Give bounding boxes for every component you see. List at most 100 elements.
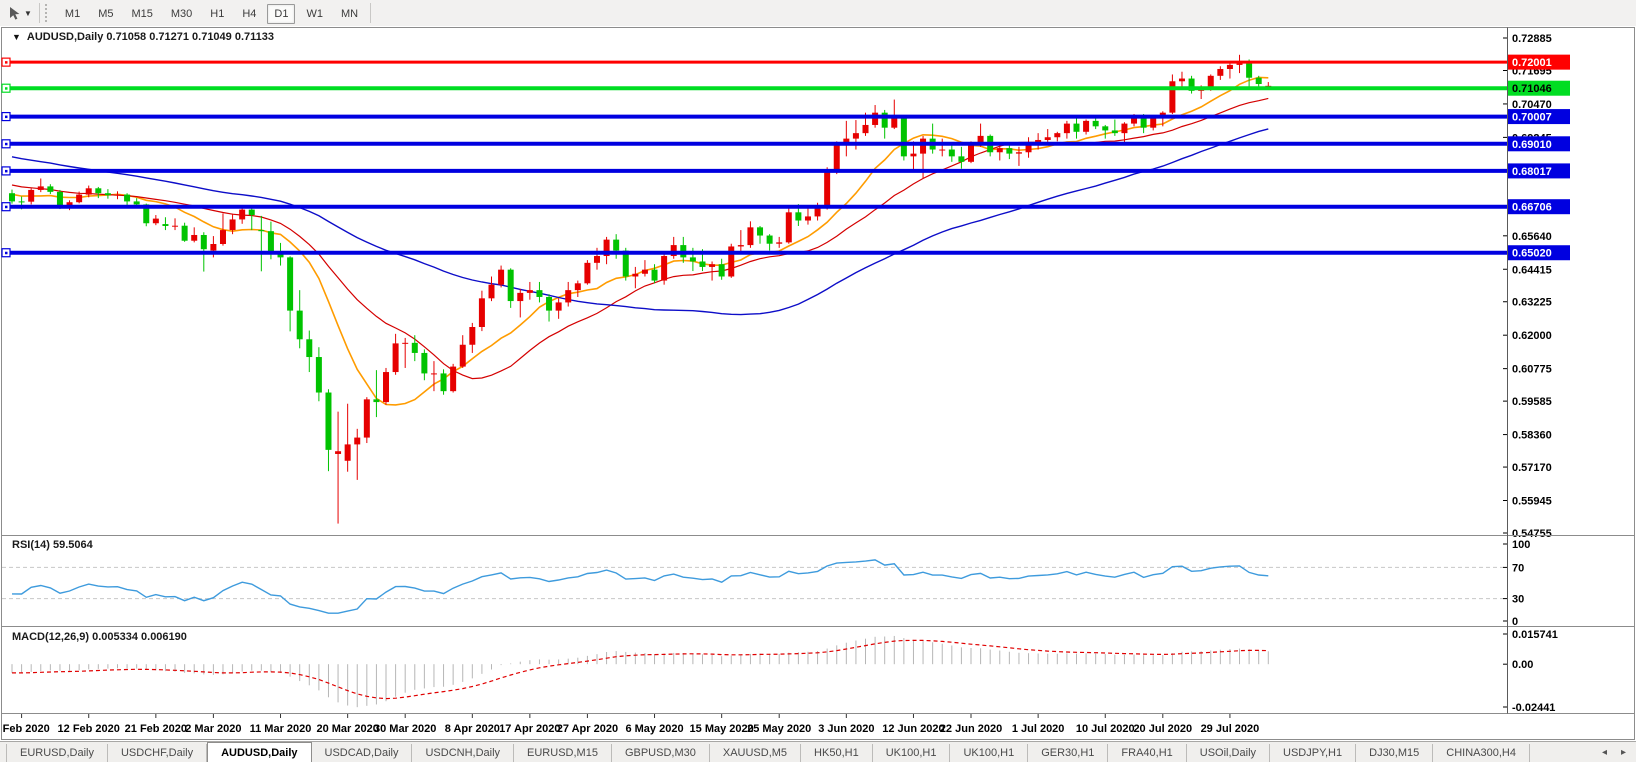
hline-0.71046[interactable]: 0.71046 xyxy=(1,80,1570,96)
svg-text:0: 0 xyxy=(1512,616,1518,628)
svg-text:0.57170: 0.57170 xyxy=(1512,462,1552,474)
chart-tab-15[interactable]: DJ30,M15 xyxy=(1356,744,1434,762)
svg-text:0.58360: 0.58360 xyxy=(1512,430,1552,442)
svg-text:0.65640: 0.65640 xyxy=(1512,231,1552,243)
rsi-axis: 100 70 30 0 xyxy=(1503,539,1530,628)
svg-text:30: 30 xyxy=(1512,594,1524,606)
chart-tab-14[interactable]: USDJPY,H1 xyxy=(1270,744,1357,762)
price-badge-0.70007 xyxy=(1508,109,1570,125)
chart-tab-16[interactable]: CHINA300,H4 xyxy=(1433,744,1530,762)
timeframe-button-M15[interactable]: M15 xyxy=(131,8,153,20)
svg-text:0.015741: 0.015741 xyxy=(1512,629,1558,641)
price-badge-0.66706 xyxy=(1508,199,1570,215)
chart-tab-4[interactable]: USDCNH,Daily xyxy=(412,744,515,762)
svg-text:0.00: 0.00 xyxy=(1512,659,1533,671)
svg-text:0.63225: 0.63225 xyxy=(1512,297,1552,309)
svg-text:0.64415: 0.64415 xyxy=(1512,264,1552,276)
svg-text:17 Apr 2020: 17 Apr 2020 xyxy=(499,723,560,735)
macd-indicator-label: MACD(12,26,9) 0.005334 0.006190 xyxy=(12,631,187,643)
svg-text:70: 70 xyxy=(1512,562,1524,574)
svg-text:30 Mar 2020: 30 Mar 2020 xyxy=(374,723,436,735)
rsi-line xyxy=(11,559,1269,614)
price-badge-0.72001 xyxy=(1508,54,1570,70)
hline-0.69010[interactable]: 0.69010 xyxy=(1,136,1570,152)
svg-text:6 May 2020: 6 May 2020 xyxy=(625,723,683,735)
rsi-pane xyxy=(2,559,1507,614)
svg-text:100: 100 xyxy=(1512,539,1530,551)
svg-text:0.55945: 0.55945 xyxy=(1512,496,1552,508)
svg-text:8 Apr 2020: 8 Apr 2020 xyxy=(445,723,500,735)
cursor-tool-dropdown-icon[interactable]: ▼ xyxy=(24,8,32,18)
timeframe-button-MN[interactable]: MN xyxy=(340,8,359,20)
chart-title-ohlc: 0.71058 0.71271 0.71049 0.71133 xyxy=(106,31,275,43)
chart-tab-2[interactable]: AUDUSD,Daily xyxy=(207,742,312,762)
svg-text:10 Jul 2020: 10 Jul 2020 xyxy=(1076,723,1135,735)
svg-text:0.54755: 0.54755 xyxy=(1512,528,1552,540)
chart-tab-7[interactable]: XAUUSD,M5 xyxy=(710,744,802,762)
svg-text:12 Feb 2020: 12 Feb 2020 xyxy=(58,723,120,735)
hline-0.72001[interactable]: 0.72001 xyxy=(1,54,1570,70)
svg-text:0.59585: 0.59585 xyxy=(1512,396,1552,408)
chart-tab-10[interactable]: UK100,H1 xyxy=(950,744,1029,762)
timeframe-button-H4[interactable]: H4 xyxy=(242,8,257,20)
svg-text:15 May 2020: 15 May 2020 xyxy=(690,723,754,735)
chart-tab-3[interactable]: USDCAD,Daily xyxy=(312,744,413,762)
svg-text:12 Jun 2020: 12 Jun 2020 xyxy=(882,723,944,735)
chart-tab-8[interactable]: HK50,H1 xyxy=(801,744,873,762)
timeframe-button-M30[interactable]: M30 xyxy=(170,8,193,20)
cursor-tool-icon[interactable] xyxy=(4,4,24,22)
tab-scrollers: ◂ ▸ xyxy=(1602,747,1626,758)
chart-tab-1[interactable]: USDCHF,Daily xyxy=(108,744,208,762)
tab-scroll-right-icon[interactable]: ▸ xyxy=(1620,747,1626,758)
svg-text:0.71046: 0.71046 xyxy=(1512,83,1552,95)
chart-tab-5[interactable]: EURUSD,M15 xyxy=(514,744,612,762)
chart-title: ▼ AUDUSD,Daily 0.71058 0.71271 0.71049 0.… xyxy=(12,31,274,43)
chart-tab-bar: EURUSD,Daily USDCHF,Daily AUDUSD,Daily USDC… xyxy=(0,741,1636,762)
svg-text:2 Mar 2020: 2 Mar 2020 xyxy=(185,723,241,735)
timeframe-button-H1[interactable]: H1 xyxy=(210,8,225,20)
chart-tab-9[interactable]: UK100,H1 xyxy=(873,744,951,762)
chart-tab-6[interactable]: GBPUSD,M30 xyxy=(612,744,710,762)
svg-text:0.70007: 0.70007 xyxy=(1512,112,1552,124)
svg-text:3 Feb 2020: 3 Feb 2020 xyxy=(0,723,50,735)
chart-tab-12[interactable]: FRA40,H1 xyxy=(1108,744,1187,762)
rsi-indicator-label: RSI(14) 59.5064 xyxy=(12,539,93,551)
timeframe-button-D1[interactable]: D1 xyxy=(267,4,296,24)
svg-text:0.72885: 0.72885 xyxy=(1512,33,1552,45)
chart-window: 0.728850.716950.704700.692450.656400.644… xyxy=(0,26,1636,740)
svg-text:29 Jul 2020: 29 Jul 2020 xyxy=(1201,723,1260,735)
timeframe-button-M5[interactable]: M5 xyxy=(98,8,114,20)
ma-line-50 xyxy=(11,128,1269,316)
price-badge-0.65020 xyxy=(1508,245,1570,261)
chart-tab-11[interactable]: GER30,H1 xyxy=(1028,744,1109,762)
timeframe-button-W1[interactable]: W1 xyxy=(306,8,323,20)
timeframe-buttons: M1 M5 M15 M30 H1 H4 D1 W1 MN xyxy=(56,4,367,24)
price-badge-0.68017 xyxy=(1508,163,1570,179)
svg-text:20 Jul 2020: 20 Jul 2020 xyxy=(1133,723,1192,735)
toolbar-grip[interactable] xyxy=(44,4,51,22)
chart-tab-13[interactable]: USOil,Daily xyxy=(1187,744,1271,762)
svg-text:0.62000: 0.62000 xyxy=(1512,330,1552,342)
timeframe-button-M1[interactable]: M1 xyxy=(64,8,81,20)
svg-text:25 May 2020: 25 May 2020 xyxy=(747,723,811,735)
svg-text:20 Mar 2020: 20 Mar 2020 xyxy=(316,723,378,735)
chart-tab-0[interactable]: EURUSD,Daily xyxy=(6,744,108,762)
svg-text:11 Mar 2020: 11 Mar 2020 xyxy=(250,723,312,735)
svg-text:27 Apr 2020: 27 Apr 2020 xyxy=(557,723,618,735)
macd-pane xyxy=(11,635,1269,708)
svg-text:3 Jun 2020: 3 Jun 2020 xyxy=(818,723,874,735)
symbol-dropdown-icon[interactable]: ▼ xyxy=(12,32,21,42)
hline-0.70007[interactable]: 0.70007 xyxy=(1,109,1570,125)
macd-axis: 0.015741 0.00 -0.02441 xyxy=(1503,629,1558,714)
hline-0.68017[interactable]: 0.68017 xyxy=(1,163,1570,179)
hline-0.66706[interactable]: 0.66706 xyxy=(1,199,1570,215)
macd-histogram xyxy=(11,635,1269,708)
tab-scroll-left-icon[interactable]: ◂ xyxy=(1601,747,1607,758)
svg-text:-0.02441: -0.02441 xyxy=(1512,702,1555,714)
chart-canvas[interactable]: 0.728850.716950.704700.692450.656400.644… xyxy=(0,26,1636,740)
hline-0.65020[interactable]: 0.65020 xyxy=(1,245,1570,261)
svg-text:0.68017: 0.68017 xyxy=(1512,166,1552,178)
svg-text:0.70470: 0.70470 xyxy=(1512,99,1552,111)
svg-text:0.60775: 0.60775 xyxy=(1512,364,1552,376)
